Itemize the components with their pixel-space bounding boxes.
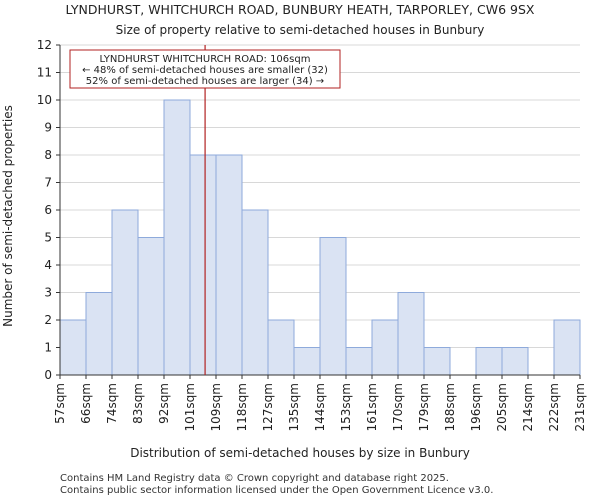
bar [501,347,529,376]
x-axis: 57sqm 66sqm 74sqm 83sqm 92sqm 101sqm 109sqm 118… [53,374,587,431]
chart-subtitle: Size of property relative to semi-detach… [116,23,485,37]
x-tick-label: 118sqm [235,383,249,431]
x-tick-label: 205sqm [495,383,509,431]
x-tick-label: 109sqm [209,383,223,431]
x-tick-label: 57sqm [53,383,67,424]
bar [553,319,581,376]
x-tick-label: 222sqm [547,383,561,431]
bar [423,347,451,376]
chart-title: LYNDHURST, WHITCHURCH ROAD, BUNBURY HEAT… [66,2,535,17]
x-tick-label: 144sqm [313,383,327,431]
x-tick-label: 231sqm [573,383,587,431]
bar [293,347,321,376]
x-tick-label: 188sqm [443,383,457,431]
y-tick-label: 0 [44,368,52,382]
y-tick-label: 2 [44,313,52,327]
x-tick-label: 161sqm [365,383,379,431]
y-tick-label: 10 [37,93,52,107]
footer-line-2: Contains public sector information licen… [60,485,494,496]
x-tick-label: 101sqm [183,383,197,431]
bar [85,292,113,376]
y-tick-label: 5 [44,231,52,245]
bar [267,319,295,376]
x-tick-label: 127sqm [261,383,275,431]
x-axis-label: Distribution of semi-detached houses by … [130,446,470,460]
footer-line-1: Contains HM Land Registry data © Crown c… [60,473,449,484]
x-tick-label: 214sqm [521,383,535,431]
x-tick-label: 179sqm [417,383,431,431]
x-tick-label: 66sqm [79,383,93,424]
x-tick-label: 170sqm [391,383,405,431]
y-tick-label: 4 [44,258,52,272]
y-tick-label: 8 [44,148,52,162]
bar [163,99,191,376]
x-tick-label: 135sqm [287,383,301,431]
bar [215,154,243,376]
x-tick-label: 92sqm [157,383,171,424]
y-tick-label: 9 [44,121,52,135]
x-tick-label: 83sqm [131,383,145,424]
y-tick-label: 6 [44,203,52,217]
y-tick-label: 7 [44,176,52,190]
x-tick-label: 196sqm [469,383,483,431]
bar [345,347,373,376]
bar [137,237,165,376]
y-axis-label: Number of semi-detached properties [1,105,15,327]
bar [371,319,399,376]
x-tick-label: 74sqm [105,383,119,424]
bar [59,319,87,376]
x-tick-label: 153sqm [339,383,353,431]
y-tick-label: 12 [37,38,52,52]
bar [111,209,139,376]
annotation-line: ← 48% of semi-detached houses are smalle… [82,65,328,76]
annotation-line: LYNDHURST WHITCHURCH ROAD: 106sqm [100,54,311,65]
property-marker: LYNDHURST WHITCHURCH ROAD: 106sqm← 48% o… [69,45,341,375]
bar [241,209,269,376]
bar [475,347,503,376]
y-tick-label: 1 [44,341,52,355]
bar [397,292,425,376]
y-tick-label: 3 [44,286,52,300]
bar [319,237,347,376]
bar [189,154,217,376]
bars [59,99,581,376]
y-tick-label: 11 [37,66,52,80]
annotation-box [69,49,341,89]
annotation-line: 52% of semi-detached houses are larger (… [86,76,324,87]
